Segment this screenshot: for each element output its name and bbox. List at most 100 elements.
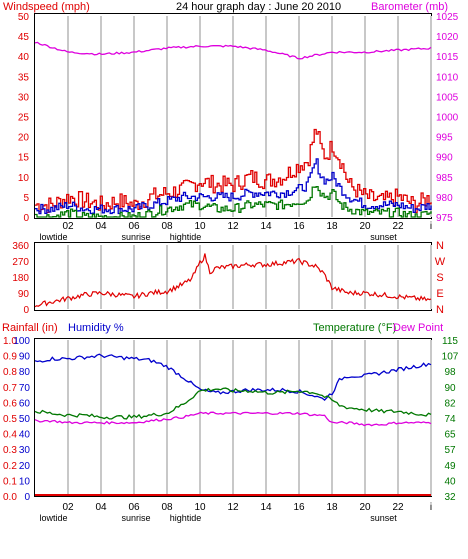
panel1-xtick-label-2: 06 <box>128 221 140 232</box>
panel3-ytick-rain-3: 0.3 <box>3 445 17 456</box>
panel3-ytick-humidity-9: 90 <box>19 352 31 363</box>
barometer-axis-title: Barometer (mb) <box>371 1 448 13</box>
panel3-ytick-rain-10: 1.0 <box>3 336 17 347</box>
panel3-marker-sunset: sunset <box>370 513 397 523</box>
panel1-marker-lowtide: lowtide <box>39 232 67 242</box>
panel3-ytick-humidity-2: 20 <box>19 461 31 472</box>
panel3-ytick-temp-2: 49 <box>444 461 456 472</box>
panel2-ytick-left-4: 360 <box>12 241 29 252</box>
humidity-line <box>34 353 432 401</box>
panel3-xtick-label-3: 08 <box>161 502 173 513</box>
panel3-ytick-rain-6: 0.6 <box>3 398 17 409</box>
panel3-xtick-label-10: 22 <box>392 502 404 513</box>
panel3-ytick-rain-0: 0.0 <box>3 492 17 503</box>
wind-direction-line <box>34 253 432 308</box>
panel1-xtick-label-1: 04 <box>95 221 107 232</box>
panel3-marker-lowtide: lowtide <box>39 513 67 523</box>
panel3-ytick-temp-5: 74 <box>444 414 456 425</box>
panel3-ytick-humidity-6: 60 <box>19 398 31 409</box>
panel1-xtick-label-3: 08 <box>161 221 173 232</box>
panel2-ytick-left-0: 0 <box>23 305 29 316</box>
panel3-ytick-humidity-1: 10 <box>19 476 31 487</box>
panel3-ytick-rain-7: 0.7 <box>3 383 17 394</box>
panel3-ytick-rain-2: 0.2 <box>3 461 17 472</box>
panel2-compass-label-1: W <box>435 256 446 268</box>
panel3-ytick-temp-7: 90 <box>444 383 456 394</box>
panel3-ytick-humidity-8: 80 <box>19 367 31 378</box>
panel1-ytick-right-8: 1015 <box>436 52 459 63</box>
panel1-ytick-right-9: 1020 <box>436 32 459 43</box>
panel1-ytick-left-6: 30 <box>18 92 30 103</box>
panel1-ytick-right-10: 1025 <box>436 12 459 23</box>
panel1-ytick-right-3: 990 <box>436 153 453 164</box>
panel3-xtick-label-4: 10 <box>194 502 206 513</box>
panel1-ytick-left-9: 45 <box>18 32 30 43</box>
panel3-ytick-temp-9: 107 <box>442 352 459 363</box>
panel3-xtick-label-1: 04 <box>95 502 107 513</box>
panel1-marker-sunset: sunset <box>370 232 397 242</box>
wind-series-2-line <box>35 185 432 218</box>
panel2-ytick-left-3: 270 <box>12 257 29 268</box>
panel3-series-3-line <box>34 411 432 427</box>
panel3-ytick-temp-8: 98 <box>444 367 456 378</box>
wind-series-1-line <box>35 158 432 215</box>
panel2-compass-label-3: E <box>436 288 443 300</box>
panel3-ytick-humidity-10: 100 <box>13 336 30 347</box>
rainfall-axis-title: Rainfall (in) <box>2 322 58 334</box>
panel1-ytick-left-2: 10 <box>18 173 30 184</box>
panel1-ytick-right-5: 1000 <box>436 113 459 124</box>
panel1-xtick-label-8: 18 <box>326 221 338 232</box>
panel3-ytick-rain-1: 0.1 <box>3 476 17 487</box>
panel3-xtick-label-0: 02 <box>62 502 74 513</box>
panel2-ytick-left-1: 90 <box>18 289 30 300</box>
panel3-marker-hightide: hightide <box>170 513 202 523</box>
panel1-xtick-label-0: 02 <box>62 221 74 232</box>
panel3-ytick-temp-1: 40 <box>444 476 456 487</box>
panel1-ytick-right-7: 1010 <box>436 72 459 83</box>
temperature-axis-title: Temperature (°F) <box>313 322 396 334</box>
panel1-xtick-label-4: 10 <box>194 221 206 232</box>
panel1-ytick-right-1: 980 <box>436 193 453 204</box>
panel2-compass-label-0: N <box>436 240 444 252</box>
panel3-ytick-humidity-4: 40 <box>19 430 31 441</box>
panel3-ytick-humidity-7: 70 <box>19 383 31 394</box>
panel1-ytick-right-6: 1005 <box>436 92 459 103</box>
dewpoint-axis-title: Dew Point <box>393 322 443 334</box>
panel3-xtick-label-7: 16 <box>293 502 305 513</box>
panel1-ytick-right-0: 975 <box>436 213 453 224</box>
panel1-ytick-left-0: 0 <box>23 213 29 224</box>
panel1-xtick-label-6: 14 <box>260 221 272 232</box>
panel3-xtick-label-8: 18 <box>326 502 338 513</box>
panel1-xtick-label-11: i <box>430 221 432 232</box>
panel1-xtick-label-5: 12 <box>227 221 239 232</box>
wind-series-0-line <box>35 128 432 214</box>
panel3-ytick-rain-5: 0.5 <box>3 414 17 425</box>
panel3-ytick-temp-4: 65 <box>444 430 456 441</box>
panel3-ytick-temp-3: 57 <box>444 445 456 456</box>
panel3-ytick-humidity-0: 0 <box>24 492 30 503</box>
panel1-xtick-label-7: 16 <box>293 221 305 232</box>
panel1-ytick-left-1: 5 <box>23 193 29 204</box>
panel1-ytick-right-4: 995 <box>436 133 453 144</box>
windspeed-axis-title: Windspeed (mph) <box>3 1 90 13</box>
panel1-marker-hightide: hightide <box>170 232 202 242</box>
panel2-compass-label-2: S <box>436 272 443 284</box>
chart-title: 24 hour graph day : June 20 2010 <box>176 1 341 13</box>
panel3-ytick-humidity-3: 30 <box>19 445 31 456</box>
panel1-ytick-left-5: 25 <box>18 113 30 124</box>
panel3-series-2-line <box>34 387 432 420</box>
panel1-ytick-left-4: 20 <box>18 133 30 144</box>
panel3-ytick-rain-8: 0.8 <box>3 367 17 378</box>
panel3-ytick-temp-0: 32 <box>444 492 456 503</box>
panel3-xtick-label-9: 20 <box>359 502 371 513</box>
panel3-xtick-label-11: i <box>430 502 432 513</box>
panel3-ytick-temp-10: 115 <box>442 336 458 347</box>
panel3-marker-sunrise: sunrise <box>121 513 150 523</box>
humidity-axis-title: Humidity % <box>68 322 124 334</box>
panel1-xtick-label-10: 22 <box>392 221 404 232</box>
panel3-ytick-rain-4: 0.4 <box>3 430 17 441</box>
panel3-ytick-temp-6: 82 <box>444 398 456 409</box>
panel1-ytick-left-10: 50 <box>18 12 30 23</box>
